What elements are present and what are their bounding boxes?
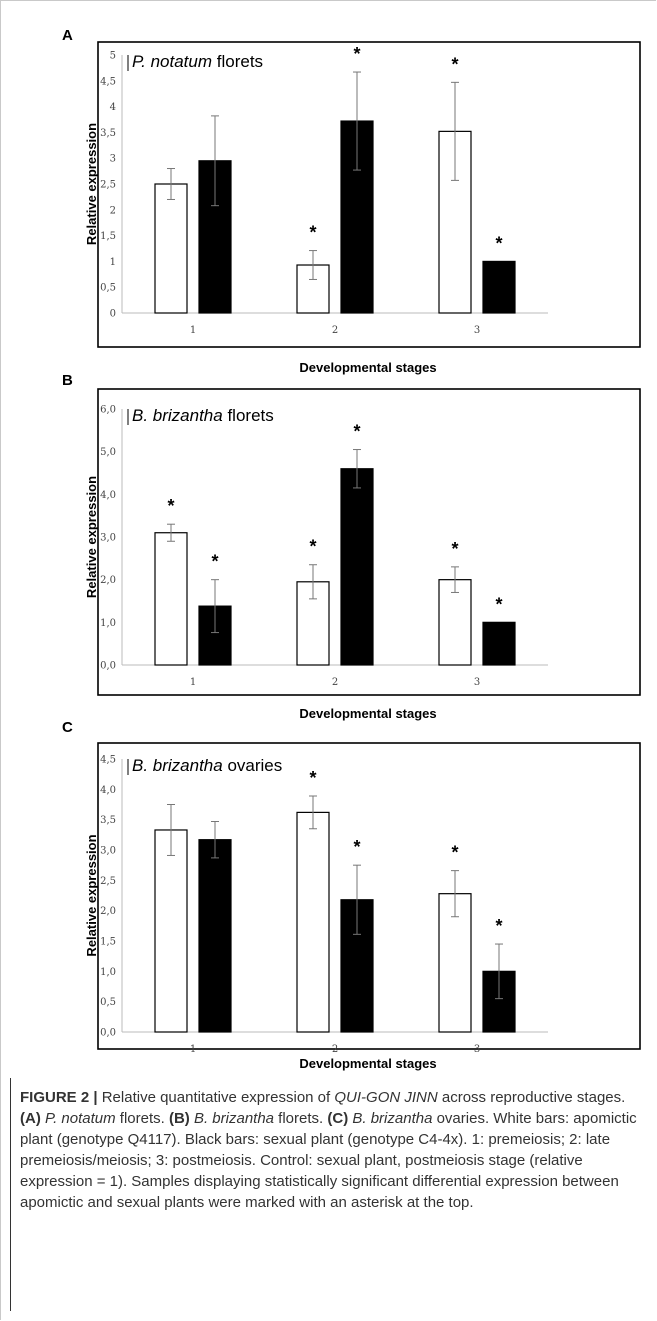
panel-title-species: B. brizantha	[132, 756, 223, 775]
y-tick-label: 0,0	[100, 661, 116, 672]
significance-asterisk: *	[451, 843, 458, 863]
caption-b-species: B. brizantha	[189, 1110, 275, 1127]
y-tick-label: 1,0	[100, 967, 116, 978]
panel-title: B. brizantha florets	[132, 406, 274, 425]
caption-text-2: across reproductive stages.	[437, 1089, 626, 1106]
x-axis-label: Developmental stages	[299, 706, 436, 721]
caption-lead: FIGURE 2 |	[20, 1089, 98, 1106]
bar	[296, 581, 330, 666]
significance-asterisk: *	[353, 422, 360, 442]
y-tick-label: 1,5	[100, 937, 116, 948]
caption-a-rest: florets.	[115, 1110, 169, 1127]
significance-asterisk: *	[495, 233, 502, 253]
bar	[482, 621, 516, 666]
panel-letter: A	[62, 27, 73, 44]
y-tick-label: 2,5	[100, 876, 116, 887]
y-tick-label: 1	[110, 257, 116, 268]
bar	[198, 839, 232, 1033]
panel-title-tissue: florets	[212, 52, 263, 71]
significance-asterisk: *	[451, 539, 458, 559]
figure-charts: A 0 0,5 1 1,5 2 2,5 3 3,5 4 4,5 5 P. notatum florets…	[62, 27, 641, 1071]
caption-c-species: B. brizantha	[348, 1110, 433, 1127]
y-tick-label: 1,0	[100, 618, 116, 629]
y-tick-label: 4,5	[100, 755, 116, 766]
caption-text-1: Relative quantitative expression of	[97, 1089, 335, 1106]
y-tick-label: 0	[110, 309, 116, 320]
y-axis-label: Relative expression	[84, 834, 99, 956]
significance-asterisk: *	[309, 223, 316, 243]
x-tick-label: 1	[190, 1044, 196, 1055]
y-axis-label: Relative expression	[84, 123, 99, 245]
y-tick-label: 2,0	[100, 906, 116, 917]
x-tick-label: 3	[474, 325, 480, 336]
y-tick-label: 0,0	[100, 1028, 116, 1039]
caption-b: (B)	[168, 1110, 190, 1127]
panel-title: P. notatum florets	[132, 52, 263, 71]
y-tick-label: 2,5	[100, 180, 116, 191]
panel-title: B. brizantha ovaries	[132, 756, 282, 775]
x-tick-label: 3	[474, 677, 480, 688]
panel-title-tissue: florets	[223, 406, 274, 425]
panel-letter: C	[62, 719, 73, 736]
significance-asterisk: *	[495, 916, 502, 936]
y-tick-label: 3,0	[100, 846, 116, 857]
x-tick-label: 1	[190, 325, 196, 336]
bar	[154, 829, 188, 1033]
significance-asterisk: *	[495, 594, 502, 614]
y-tick-label: 6,0	[100, 405, 116, 416]
panel-title-species: P. notatum	[132, 52, 212, 71]
significance-asterisk: *	[309, 768, 316, 788]
y-tick-label: 4,5	[100, 76, 116, 87]
x-tick-label: 2	[332, 325, 338, 336]
significance-asterisk: *	[451, 54, 458, 74]
bar	[154, 532, 188, 666]
y-tick-label: 4,0	[100, 785, 116, 796]
significance-asterisk: *	[211, 552, 218, 572]
panel-border	[97, 41, 641, 348]
y-tick-label: 1,5	[100, 231, 116, 242]
x-axis-label: Developmental stages	[299, 1056, 436, 1071]
y-tick-label: 0,5	[100, 997, 116, 1008]
x-tick-label: 1	[190, 677, 196, 688]
y-tick-label: 5,0	[100, 447, 116, 458]
y-tick-label: 2,0	[100, 575, 116, 586]
caption-gene: QUI-GON JINN	[334, 1089, 438, 1106]
x-axis-label: Developmental stages	[299, 360, 436, 375]
significance-asterisk: *	[353, 44, 360, 64]
y-tick-label: 4	[110, 102, 116, 113]
x-tick-label: 3	[474, 1044, 480, 1055]
caption-rule	[10, 1078, 11, 1311]
y-tick-label: 3	[110, 154, 116, 165]
y-tick-label: 3,5	[100, 815, 116, 826]
bar	[482, 260, 516, 314]
y-tick-label: 3,5	[100, 128, 116, 139]
caption-a: (A)	[20, 1110, 41, 1127]
x-tick-label: 2	[332, 677, 338, 688]
panel-border	[97, 742, 641, 1050]
significance-asterisk: *	[167, 496, 174, 516]
caption-a-species: P. notatum	[40, 1110, 116, 1127]
y-tick-label: 5	[110, 51, 116, 62]
y-tick-label: 2	[110, 205, 116, 216]
panel-title-species: B. brizantha	[132, 406, 223, 425]
y-tick-label: 0,5	[100, 283, 116, 294]
caption-b-rest: florets.	[274, 1110, 328, 1127]
significance-asterisk: *	[353, 837, 360, 857]
panel-title-tissue: ovaries	[223, 756, 283, 775]
bar	[154, 183, 188, 314]
panel-border	[97, 388, 641, 696]
panel-letter: B	[62, 372, 73, 389]
significance-asterisk: *	[309, 537, 316, 557]
bar	[340, 468, 374, 666]
y-axis-label: Relative expression	[84, 476, 99, 598]
caption-c-rest: ovaries. White bars: apomictic plant (ge…	[20, 1110, 637, 1211]
y-tick-label: 4,0	[100, 490, 116, 501]
y-tick-label: 3,0	[100, 533, 116, 544]
x-tick-label: 2	[332, 1044, 338, 1055]
bar	[296, 811, 330, 1033]
caption-c: (C)	[327, 1110, 349, 1127]
figure-caption: FIGURE 2 | Relative quantitative express…	[20, 1087, 640, 1213]
bar	[438, 579, 472, 666]
